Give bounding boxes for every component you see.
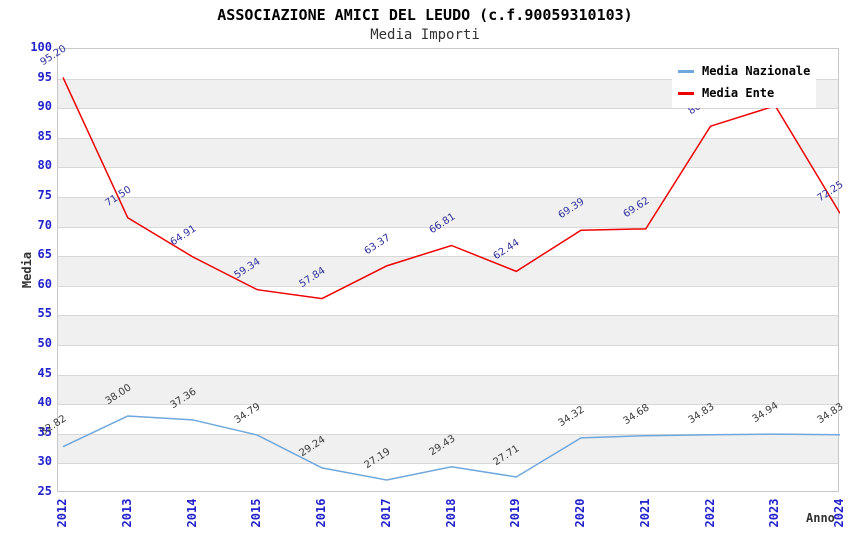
plot-band [58,197,838,227]
y-tick-label: 40 [37,395,52,410]
x-tick-label: 2013 [119,498,134,528]
y-tick-label: 80 [37,158,52,173]
legend-swatch-line [678,69,694,73]
legend-item-media-nazionale: Media Nazionale [678,60,816,82]
y-tick-label: 90 [37,99,52,114]
x-tick-label: 2021 [637,498,652,528]
gridline [58,137,838,139]
legend-item-label: Media Nazionale [702,64,811,78]
y-tick-label: 35 [37,424,52,439]
x-tick-label: 2022 [702,498,717,528]
gridline [58,463,838,465]
gridline [58,315,838,317]
y-tick-label: 85 [37,128,52,143]
gridline [58,197,838,198]
x-tick-label: 2020 [573,498,587,528]
x-axis-title: Anno [806,511,835,525]
x-tick-label: 2024 [832,498,846,528]
plot-band [58,256,838,286]
gridline [58,433,838,435]
plot-area [57,48,840,492]
y-tick-label: 95 [37,69,52,84]
x-tick-label: 2019 [508,498,523,528]
plot-band [58,315,838,345]
x-tick-label: 2016 [314,498,328,528]
y-tick-label: 65 [37,247,52,262]
plot-band [58,374,838,405]
legend-item-label: Media Ente [702,86,775,100]
series-line-media-ente [62,77,840,300]
y-tick-label: 55 [37,306,52,321]
gridline [58,285,838,287]
plot-band [58,137,838,168]
x-tick-label: 2012 [55,498,69,528]
x-tick-label: 2014 [184,498,199,528]
gridline [58,345,838,346]
plot-band [58,433,838,464]
y-tick-label: 30 [37,454,52,469]
legend-swatch-line [678,91,694,95]
y-tick-label: 25 [37,484,52,498]
gridline [58,404,838,406]
gridline [58,78,838,80]
gridline [58,108,838,110]
x-tick-label: 2018 [443,498,458,528]
gridline [58,226,838,228]
chart-subtitle: Media Importi [370,27,480,43]
gridline [58,374,838,376]
y-tick-label: 75 [37,188,52,202]
y-tick-label: 45 [37,365,52,380]
gridline [58,256,838,258]
y-tick-label: 70 [37,217,52,232]
x-tick-label: 2015 [249,498,264,528]
series-plot [62,77,840,481]
y-tick-label: 60 [37,276,52,291]
x-tick-label: 2023 [767,498,782,528]
x-tick-label: 2017 [378,498,393,528]
legend: Media Nazionale Media Ente [672,56,816,108]
chart-title: ASSOCIAZIONE AMICI DEL LEUDO (c.f.900593… [217,6,633,24]
legend-item-media-ente: Media Ente [678,82,816,104]
series-line-media-nazionale [62,415,840,481]
gridline [58,167,838,169]
y-tick-label: 100 [30,40,52,54]
y-tick-label: 50 [37,336,52,350]
